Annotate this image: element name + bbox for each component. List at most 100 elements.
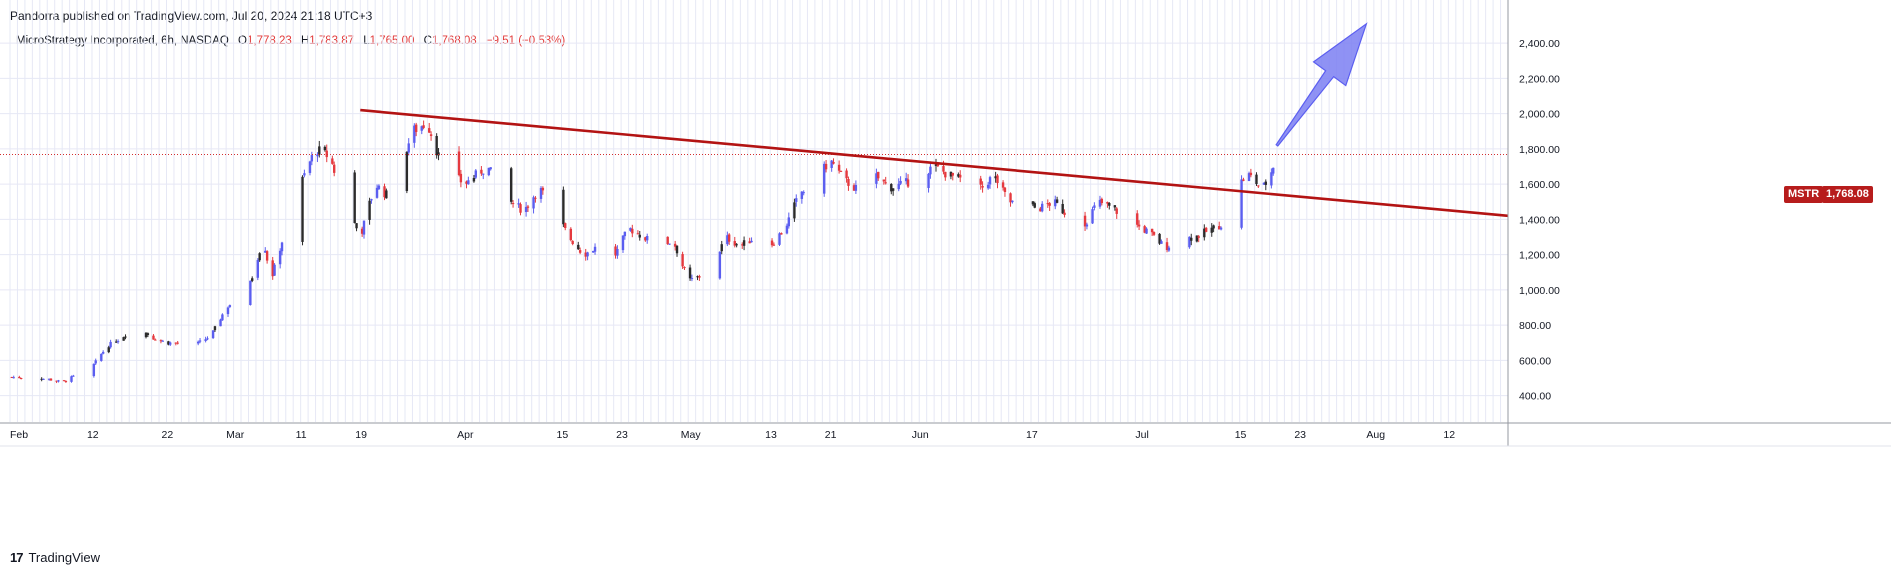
publish-info: Pandorra published on TradingView.com, J…: [10, 9, 373, 23]
candle-body: [770, 240, 774, 246]
candle-body: [174, 342, 178, 344]
candle-body: [19, 378, 23, 380]
tradingview-logo-icon: 17: [10, 550, 24, 565]
candle-body: [375, 187, 379, 198]
candle-body: [750, 240, 753, 243]
candle-body: [249, 280, 252, 305]
candle-body: [49, 378, 53, 381]
low-label: L: [363, 35, 370, 47]
candle-body: [271, 260, 274, 277]
candle-body: [636, 233, 640, 235]
candle-body: [211, 330, 215, 339]
y-tick-label: 2,400.00: [1519, 38, 1560, 50]
candle-body: [785, 225, 789, 234]
x-tick-label: 12: [87, 429, 99, 441]
candle-body: [57, 380, 60, 382]
candle-body: [116, 341, 120, 343]
candle-body: [1242, 179, 1245, 181]
candle-body: [823, 163, 826, 194]
candle-body: [482, 173, 485, 175]
candle-body: [109, 341, 112, 348]
y-tick-label: 800.00: [1519, 320, 1551, 332]
candle-body: [1247, 173, 1251, 182]
candle-body: [683, 267, 686, 269]
bullish-arrow-drawing: [1275, 22, 1368, 147]
candle-body: [198, 340, 202, 342]
candle-body: [586, 252, 589, 257]
candle-body: [569, 228, 573, 241]
candle-body: [1054, 199, 1057, 207]
candle-body: [251, 278, 254, 281]
candle-body: [422, 125, 425, 128]
change-value: −9.51 (−0.53%): [485, 35, 566, 47]
candle-body: [564, 223, 567, 228]
candle-body: [1031, 201, 1035, 205]
y-tick-label: 400.00: [1519, 391, 1551, 403]
candle-body: [1150, 228, 1154, 233]
candle-body: [1011, 200, 1014, 203]
candle-body: [524, 206, 528, 213]
candle-body: [47, 378, 51, 380]
candle-body: [526, 206, 530, 208]
tradingview-logo[interactable]: 17 TradingView: [10, 550, 100, 565]
candle-body: [800, 191, 804, 199]
candle-body: [124, 336, 127, 338]
candle-body: [929, 166, 932, 175]
candle-body: [115, 341, 118, 343]
candle-body: [385, 190, 388, 199]
candle-body: [480, 169, 483, 174]
candle-body: [571, 240, 574, 245]
candle-body: [891, 188, 895, 191]
candle-body: [904, 178, 908, 182]
candle-body: [1063, 212, 1066, 215]
candle-body: [196, 341, 200, 344]
candle-body: [698, 276, 701, 278]
candle-body: [1098, 199, 1102, 207]
x-tick-label: 15: [557, 429, 569, 441]
candle-body: [1055, 199, 1059, 203]
candle-body: [1137, 224, 1141, 227]
candle-body: [70, 376, 73, 382]
candle-body: [511, 203, 515, 205]
candle-body: [988, 177, 992, 185]
candle-body: [280, 242, 284, 252]
candle-body: [1262, 182, 1266, 185]
candle-body: [318, 146, 321, 155]
candle-body: [1212, 225, 1215, 229]
candle-body: [1100, 198, 1104, 204]
candle-body: [176, 342, 179, 344]
candle-body: [562, 189, 565, 225]
candles-layer: [10, 120, 1275, 384]
candle-body: [204, 339, 207, 342]
candle-body: [1190, 237, 1193, 241]
candle-body: [487, 167, 491, 176]
candle-body: [325, 150, 328, 158]
candle-body: [666, 236, 669, 245]
candle-body: [101, 351, 105, 354]
candle-body: [383, 186, 386, 198]
candle-body: [370, 199, 373, 201]
x-tick-label: 11: [296, 429, 307, 441]
candle-body: [122, 337, 125, 341]
open-label: O: [238, 35, 247, 47]
candle-body: [839, 170, 843, 172]
candle-body: [1093, 205, 1096, 208]
candle-body: [332, 164, 336, 173]
candle-body: [167, 341, 170, 345]
candle-body: [72, 375, 75, 377]
candle-body: [1204, 227, 1208, 232]
candle-body: [944, 171, 947, 178]
candle-body: [1083, 215, 1087, 227]
candle-body: [407, 143, 410, 153]
candle-body: [362, 220, 366, 235]
candle-body: [934, 164, 938, 166]
candle-body: [688, 267, 692, 279]
candle-body: [951, 172, 954, 176]
candle-body: [161, 340, 164, 342]
candle-body: [942, 166, 945, 172]
candle-body: [646, 235, 649, 241]
candle-body: [414, 124, 418, 132]
candle-body: [906, 179, 910, 187]
candle-body: [1001, 182, 1005, 188]
